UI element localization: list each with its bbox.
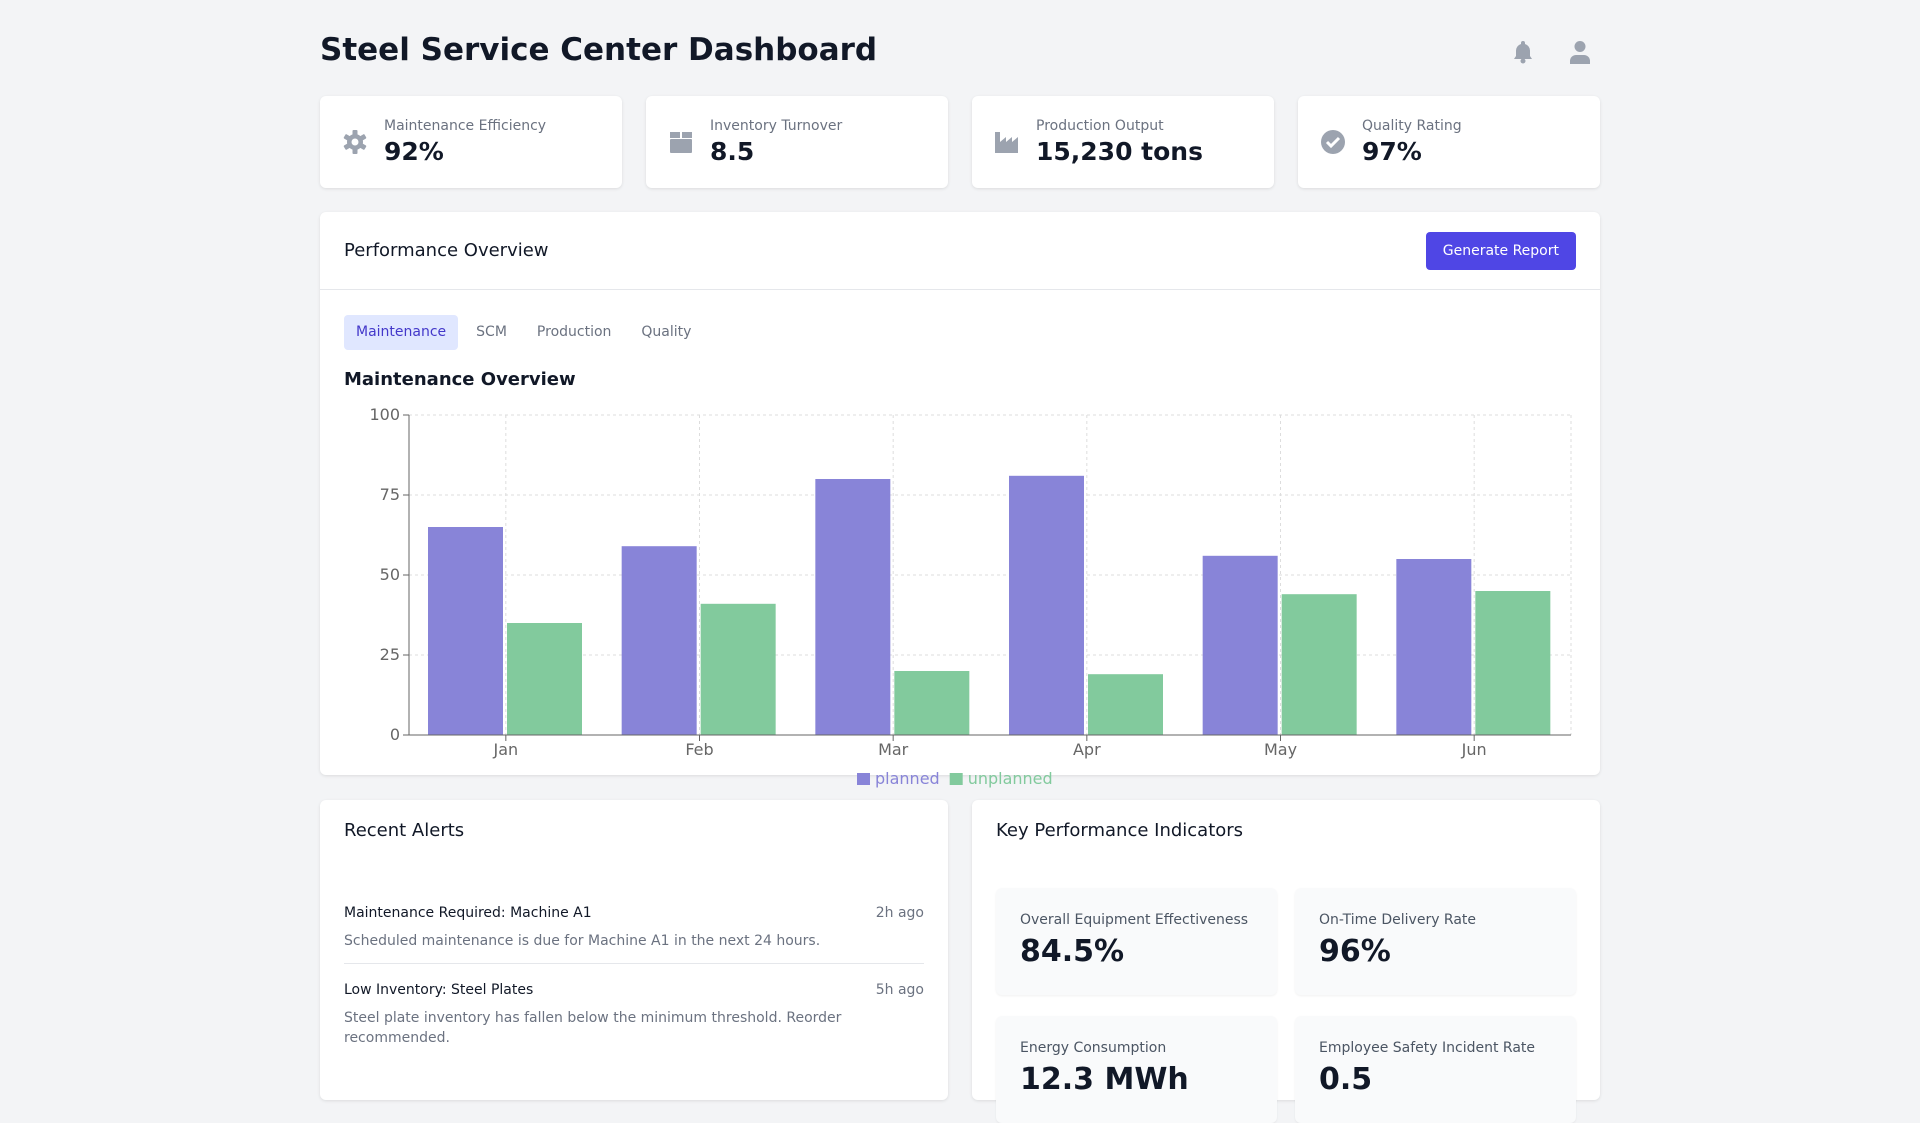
performance-overview-panel: Performance Overview Generate Report Mai… [320,212,1600,788]
x-tick-label: Mar [878,740,909,759]
alert-title: Maintenance Required: Machine A1 [344,905,592,921]
legend-label-planned: planned [875,769,940,788]
panel-title: Recent Alerts [344,820,465,841]
legend-swatch-planned [857,773,870,785]
tab-scm[interactable]: SCM [476,324,507,340]
stat-card-production-output: Production Output 15,230 tons [972,96,1274,188]
tab-production[interactable]: Production [536,324,612,340]
user-icon[interactable] [1564,36,1596,68]
bar-unplanned [700,603,776,735]
alert-description: Steel plate inventory has fallen below t… [344,1010,842,1046]
bar-planned [621,546,697,735]
stat-card-inventory-turnover: Inventory Turnover 8.5 [646,96,948,188]
kpi-tile: On-Time Delivery Rate 96% [1295,888,1576,995]
x-tick-label: Jan [492,740,518,759]
stat-value: 92% [384,137,444,166]
alert-description: Scheduled maintenance is due for Machine… [344,933,821,949]
bar-unplanned [894,671,970,735]
bar-chart: 0 25 50 75 100 Jan Feb Mar Apr May Jun planned unpla… [369,405,1572,788]
y-tick-label: 0 [390,725,400,744]
gear-icon [340,127,370,157]
kpi-label: Energy Consumption [1020,1040,1167,1056]
kpi-tile: Employee Safety Incident Rate 0.5 [1295,1016,1576,1123]
page-title: Steel Service Center Dashboard [320,32,878,68]
kpi-label: On-Time Delivery Rate [1319,912,1477,928]
bar-planned [428,527,503,735]
bar-unplanned [1088,674,1163,735]
kpi-panel: Key Performance Indicators Overall Equip… [972,800,1600,1123]
panel-title: Key Performance Indicators [996,820,1244,841]
x-tick-label: Apr [1073,740,1101,759]
chart-title: Maintenance Overview [344,369,576,390]
kpi-value: 84.5% [1020,934,1125,969]
y-tick-label: 50 [380,565,400,584]
recent-alerts-panel: Recent Alerts Maintenance Required: Mach… [320,800,948,1100]
stat-card-maintenance-efficiency: Maintenance Efficiency 92% [320,96,622,188]
kpi-label: Employee Safety Incident Rate [1319,1040,1536,1056]
stat-label: Maintenance Efficiency [384,118,547,134]
alert-title: Low Inventory: Steel Plates [344,982,534,998]
legend-swatch-unplanned [949,773,963,785]
bell-icon[interactable] [1507,36,1539,68]
y-tick-label: 100 [369,405,400,424]
stat-value: 97% [1362,137,1422,166]
legend-label-unplanned: unplanned [968,769,1053,788]
stat-value: 15,230 tons [1036,137,1203,166]
stat-label: Production Output [1036,118,1164,134]
bar-unplanned [1281,594,1357,735]
kpi-tile: Energy Consumption 12.3 MWh [996,1016,1277,1123]
alert-item[interactable]: Maintenance Required: Machine A1 2h ago … [344,905,924,951]
alert-time: 2h ago [875,905,924,921]
stat-value: 8.5 [710,137,755,166]
bar-unplanned [507,623,582,735]
panel-title: Performance Overview [344,240,549,261]
divider [344,963,924,964]
y-tick-label: 25 [380,645,400,664]
bar-planned [1202,555,1278,735]
stat-label: Inventory Turnover [710,118,843,134]
box-icon [666,127,696,157]
y-tick-label: 75 [380,485,400,504]
generate-report-button[interactable]: Generate Report [1425,231,1576,270]
alert-time: 5h ago [875,982,924,998]
factory-icon [992,127,1022,157]
bar-planned [815,479,891,735]
stat-card-quality-rating: Quality Rating 97% [1298,96,1600,188]
x-tick-label: Feb [685,740,713,759]
bar-planned [1396,559,1472,735]
x-tick-label: May [1264,740,1297,759]
kpi-tile: Overall Equipment Effectiveness 84.5% [996,888,1277,995]
tab-quality[interactable]: Quality [641,324,692,340]
check-circle-icon [1318,127,1348,157]
x-tick-label: Jun [1461,740,1487,759]
stat-label: Quality Rating [1362,118,1462,134]
tab-maintenance[interactable]: Maintenance [344,315,459,350]
kpi-label: Overall Equipment Effectiveness [1020,912,1249,928]
bar-planned [1009,475,1084,735]
bar-unplanned [1475,591,1551,735]
alert-item[interactable]: Low Inventory: Steel Plates 5h ago Steel… [344,982,924,1048]
kpi-value: 96% [1319,934,1391,969]
